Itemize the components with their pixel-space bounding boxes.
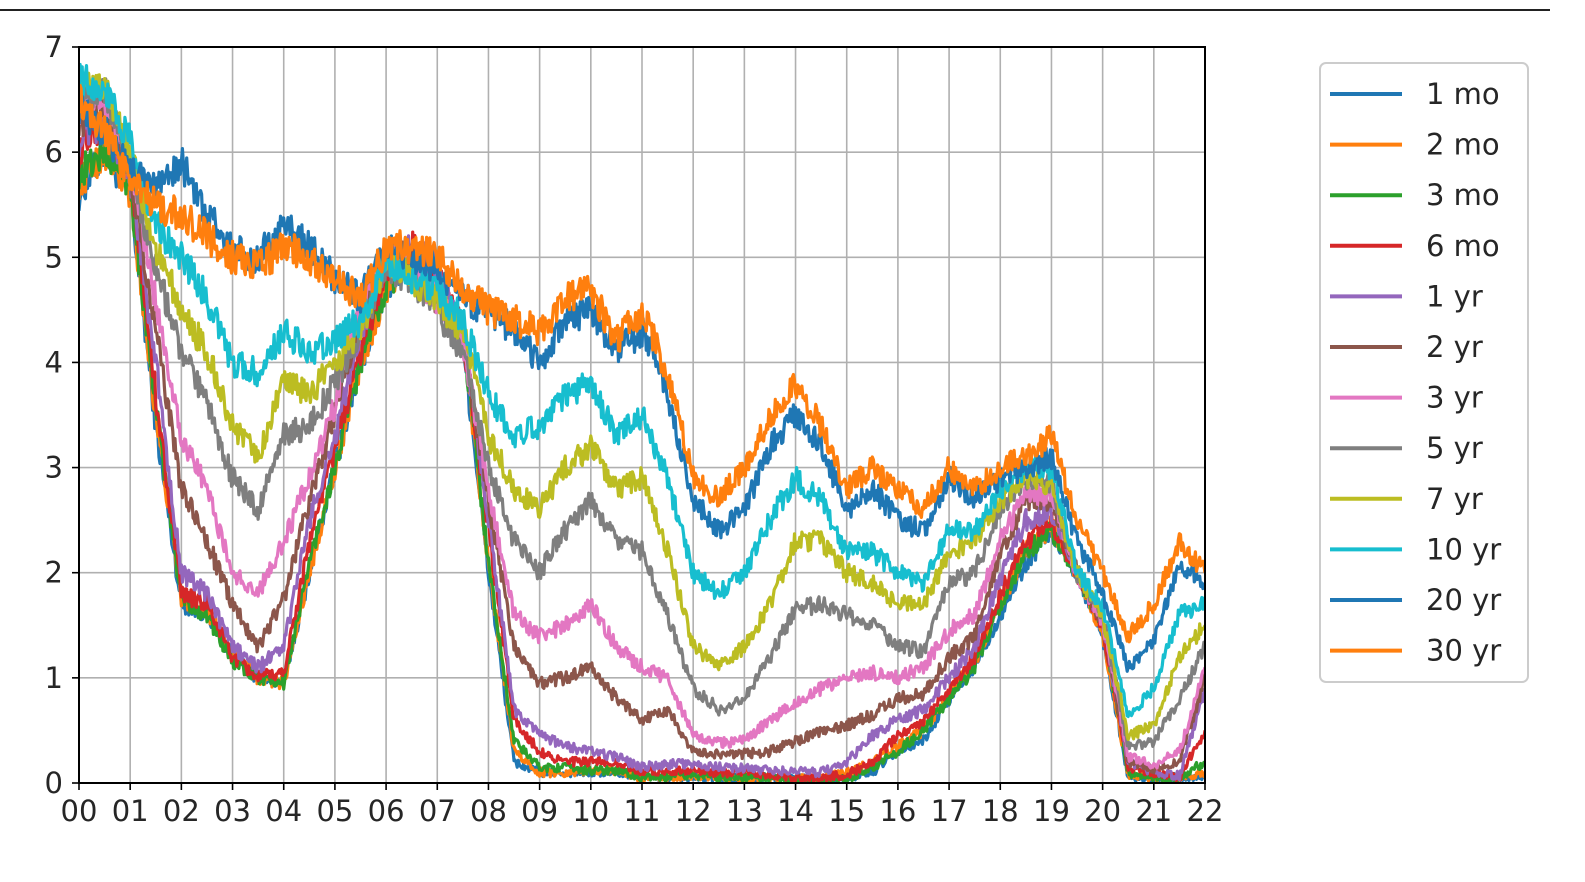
series-line-30-yr [79,83,1205,644]
x-tick-label: 00 [61,794,98,828]
legend-box [1319,62,1529,683]
x-axis: 00 01 02 03 04 05 06 07 08 09 10 11 12 13 14 15 16 17 18 19… [61,783,1224,828]
y-tick-label: 2 [45,556,63,590]
y-tick-label: 5 [45,240,63,274]
y-tick-label: 7 [45,30,63,64]
series-line-3-yr [79,93,1205,770]
legend-label: 3 mo [1426,178,1500,212]
y-axis: 0 1 2 3 4 5 6 7 [45,30,79,800]
x-tick-label: 04 [265,794,302,828]
legend-label: 3 yr [1426,381,1483,415]
x-tick-label: 21 [1135,794,1172,828]
x-tick-label: 08 [470,794,507,828]
y-tick-label: 6 [45,135,63,169]
y-tick-label: 0 [45,766,63,800]
legend-label: 6 mo [1426,229,1500,263]
legend-label: 7 yr [1426,482,1483,516]
legend-label: 5 yr [1426,431,1483,465]
x-tick-label: 22 [1187,794,1224,828]
series-line-1-yr [79,102,1205,782]
legend-label: 2 yr [1426,330,1483,364]
x-tick-label: 02 [163,794,200,828]
x-tick-label: 20 [1084,794,1121,828]
x-tick-label: 11 [624,794,661,828]
series-line-6-mo [79,112,1205,783]
x-tick-label: 18 [982,794,1019,828]
x-tick-label: 01 [112,794,149,828]
x-tick-label: 17 [931,794,968,828]
x-tick-label: 09 [521,794,558,828]
series-line-20-yr [79,94,1205,673]
x-tick-label: 14 [777,794,814,828]
legend-label: 30 yr [1426,634,1501,668]
x-tick-label: 06 [368,794,405,828]
y-tick-label: 4 [45,345,63,379]
top-divider-line [0,9,1550,11]
series-line-2-yr [79,94,1205,775]
x-tick-label: 16 [879,794,916,828]
legend-label: 10 yr [1426,532,1501,566]
x-tick-label: 19 [1033,794,1070,828]
legend: 1 mo 2 mo 3 mo 6 mo 1 yr 2 yr 3 yr 5 yr 7 yr 10 y… [1319,62,1529,683]
y-tick-label: 3 [45,451,63,485]
x-tick-label: 05 [316,794,353,828]
x-tick-label: 15 [828,794,865,828]
legend-label: 20 yr [1426,583,1501,617]
legend-label: 1 mo [1426,77,1500,111]
legend-label: 2 mo [1426,128,1500,162]
x-tick-label: 12 [675,794,712,828]
x-tick-label: 13 [726,794,763,828]
x-tick-label: 10 [572,794,609,828]
legend-label: 1 yr [1426,279,1483,313]
y-tick-label: 1 [45,661,63,695]
x-tick-label: 03 [214,794,251,828]
series-layer [79,62,1205,783]
x-tick-label: 07 [419,794,456,828]
